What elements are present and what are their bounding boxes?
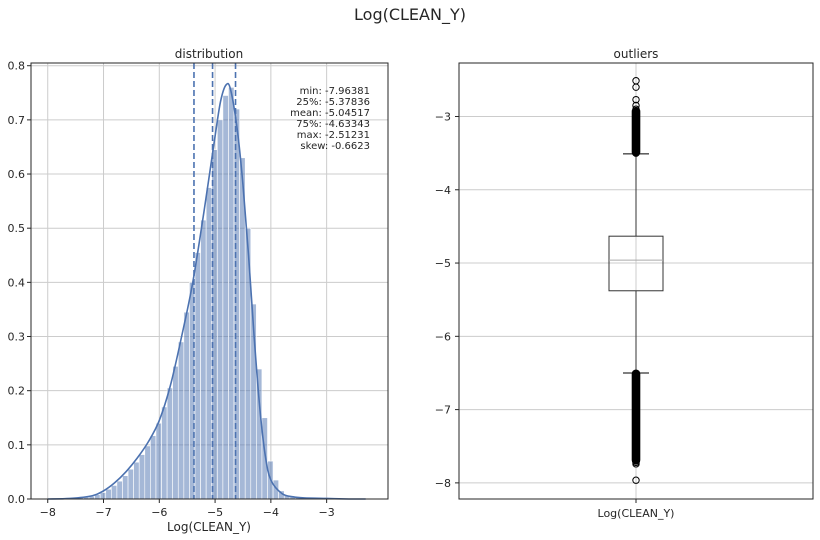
histogram-bar [99,492,107,500]
histogram-bar [138,454,146,500]
outlier-point [632,404,640,412]
histogram-bar [172,366,179,500]
y-tick-label: 0.3 [8,331,26,344]
outliers-y-ticks: −8 −7 −6 −5 −4 −3 [435,110,459,490]
outlier-point [632,115,640,123]
kde-curve [47,82,366,500]
y-tick-label: −5 [435,257,451,270]
outliers-panel: outliers −8 −7 −6 −5 −4 −3 Log(CLEAN_Y) [435,47,814,520]
stats-line: mean: -5.04517 [290,108,370,119]
y-tick-label: −4 [435,184,451,197]
x-tick-label: −5 [207,506,223,519]
outlier-point [632,430,640,439]
outliers-x-tick-label: Log(CLEAN_Y) [598,507,675,520]
histogram-bar [122,475,129,500]
histogram-bar [111,485,118,500]
outliers-title: outliers [614,47,659,61]
outliers-frame [458,62,814,500]
histogram-bar [228,87,235,500]
outlier-point [632,395,640,404]
outlier-point [632,83,640,91]
y-tick-label: 0.6 [8,168,26,181]
stats-line: 75%: -4.63343 [296,119,370,130]
x-tick-label: −4 [263,506,279,519]
distribution-title: distribution [175,47,243,61]
y-tick-label: 0.2 [8,385,26,398]
outlier-point [632,145,640,153]
figure-title: Log(CLEAN_Y) [354,5,466,25]
y-tick-label: 0.5 [8,222,26,235]
distribution-frame [30,62,389,500]
x-tick-label: −7 [95,506,111,519]
x-tick-label: −3 [319,506,335,519]
y-tick-label: −6 [435,330,451,343]
distribution-panel: distribution −8 −7 −6 −5 −4 −3 0.00.10.20.30.… [8,47,389,534]
y-tick-label: 0.0 [8,493,26,506]
histogram-bar [127,468,134,500]
histogram-bar [155,422,162,500]
histogram-bar [116,480,123,500]
x-tick-label: −6 [151,506,167,519]
outlier-point [632,149,640,157]
stats-line: max: -2.51231 [297,130,370,141]
outlier-point [632,448,640,456]
histogram-bar [105,488,112,500]
outlier-point [632,378,640,386]
stats-line: 25%: -5.37836 [296,97,370,108]
distribution-x-label: Log(CLEAN_Y) [167,520,251,534]
outlier-point [632,119,640,128]
histogram-bars [49,87,330,500]
y-tick-label: 0.8 [8,60,26,73]
boxplot [608,77,664,484]
histogram-bar [144,445,151,500]
y-tick-label: 0.7 [8,114,26,127]
histogram-bar [133,461,140,500]
outlier-point [632,457,640,465]
histogram-bar [177,341,185,500]
distribution-y-ticks: 0.0 0.1 0.2 0.3 0.4 0.5 0.6 0.7 0.8 [8,60,31,506]
outlier-point [632,123,640,132]
histogram-bar [217,119,224,500]
outlier-point [632,422,640,430]
outlier-point [632,439,640,448]
outlier-point [632,106,640,115]
x-tick-label: −8 [40,506,56,519]
quartile-lines [193,63,237,499]
y-tick-label: −7 [435,404,451,417]
outlier-point [632,95,640,104]
y-tick-label: −3 [435,110,451,123]
distribution-x-ticks: −8 −7 −6 −5 −4 −3 [40,499,335,519]
outlier-point [632,140,640,149]
iqr-box [608,235,664,292]
outlier-point [632,386,640,395]
histogram-bar [222,95,229,500]
stats-line: skew: -0.6623 [300,141,370,152]
histogram-bar [205,187,213,500]
histogram-bar [166,387,173,500]
y-tick-label: 0.1 [8,439,26,452]
histogram-bar [256,368,263,500]
outlier-point [632,128,640,136]
outlier-point [632,111,640,119]
histogram-bar [183,311,190,500]
histogram-bar [194,252,201,500]
y-tick-label: 0.4 [8,276,26,289]
outlier-point [632,476,640,484]
histogram-bar [200,219,207,500]
histogram-bar [161,406,168,500]
outlier-point [632,132,640,140]
outlier-point [632,136,640,145]
y-tick-label: −8 [435,477,451,490]
stats-line: min: -7.96381 [300,86,370,97]
outlier-cluster [631,107,641,157]
outlier-point [632,413,640,421]
histogram-bar [150,435,157,500]
